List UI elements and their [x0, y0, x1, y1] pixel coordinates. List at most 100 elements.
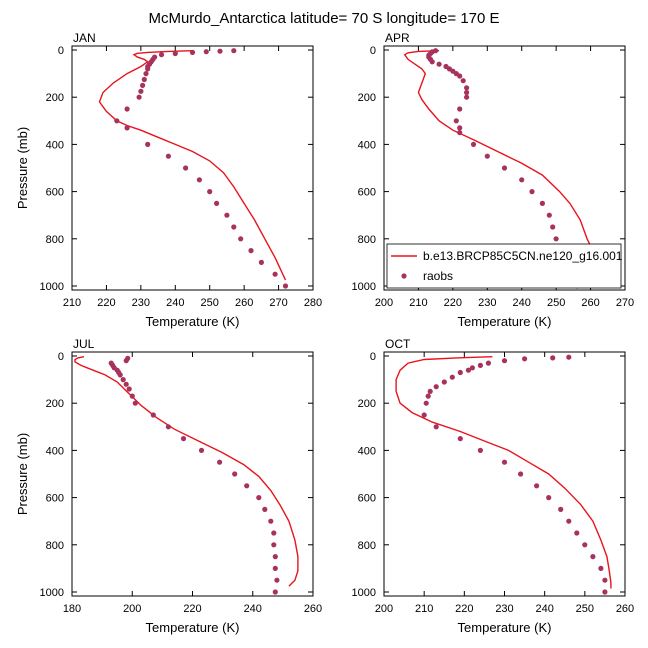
legend-marker-swatch [401, 273, 407, 279]
raobs-point [553, 236, 559, 242]
raobs-point [425, 393, 431, 399]
raobs-point [117, 372, 123, 378]
legend-box [386, 243, 622, 289]
x-tick-label: 230 [478, 297, 496, 309]
raobs-point [120, 377, 126, 383]
y-tick-label: 800 [46, 234, 64, 246]
raobs-point [248, 248, 254, 254]
raobs-point [145, 66, 151, 72]
x-tick-label: 240 [244, 603, 262, 615]
raobs-point [140, 82, 146, 88]
x-tick-label: 270 [269, 297, 287, 309]
raobs-point [224, 212, 230, 218]
plot-frame [383, 45, 626, 291]
y-tick-label: 400 [46, 139, 64, 151]
raobs-point [501, 165, 508, 171]
raobs-point [534, 483, 540, 489]
panel-title: OCT [385, 337, 411, 351]
raobs-point [124, 125, 130, 131]
x-tick-label: 250 [547, 297, 565, 309]
y-tick-label: 400 [358, 445, 376, 457]
y-tick-label: 0 [58, 45, 64, 57]
y-tick-label: 1000 [40, 281, 64, 293]
raobs-point [129, 393, 135, 399]
raobs-point [477, 362, 483, 368]
plot-frame [71, 351, 314, 597]
raobs-point [550, 224, 556, 230]
model-line [403, 50, 605, 280]
raobs-point [469, 365, 475, 371]
y-tick-label: 800 [358, 540, 376, 552]
panel-oct: 200 210 220 230 240 250 260 0 200 400 600 800 1000 OC… [352, 337, 635, 635]
raobs-point [470, 141, 477, 147]
x-tick-label: 210 [409, 297, 427, 309]
raobs-point [217, 48, 223, 54]
raobs-point [449, 374, 455, 380]
raobs-point [183, 165, 189, 171]
x-tick-label: 260 [304, 603, 322, 615]
x-tick-label: 280 [304, 297, 322, 309]
raobs-point [150, 412, 156, 418]
raobs-point [123, 358, 129, 364]
raobs-point [421, 412, 427, 418]
raobs-point [272, 554, 278, 560]
raobs-point [484, 153, 490, 159]
y-tick-label: 600 [46, 493, 64, 505]
x-tick-label: 270 [616, 297, 634, 309]
raobs-point [126, 386, 132, 392]
raobs-point [141, 76, 147, 83]
raobs-point [602, 589, 608, 595]
raobs-point [423, 400, 429, 406]
legend-label: raobs [423, 269, 453, 283]
x-tick-label: 220 [183, 603, 201, 615]
y-tick-label: 200 [46, 92, 64, 104]
raobs-point [460, 78, 466, 84]
raobs-point [272, 565, 278, 572]
raobs-point [203, 49, 209, 55]
y-tick-label: 400 [46, 445, 64, 457]
raobs-point [464, 94, 470, 100]
x-tick-label: 200 [375, 603, 393, 615]
raobs-point [558, 506, 564, 512]
raobs-point [457, 106, 463, 112]
plot-frame [71, 45, 314, 291]
raobs-point [598, 565, 604, 572]
raobs-point [566, 354, 572, 360]
x-tick-label: 240 [166, 297, 184, 309]
x-tick-label: 230 [132, 297, 150, 309]
raobs-point [522, 356, 528, 362]
raobs-point [165, 153, 171, 159]
raobs-point [143, 71, 149, 77]
x-tick-label: 210 [415, 603, 433, 615]
x-tick-label: 260 [581, 297, 599, 309]
x-axis-label: Temperature (K) [146, 620, 240, 635]
raobs-point [138, 88, 144, 94]
raobs-point [231, 224, 237, 230]
y-tick-label: 200 [358, 92, 376, 104]
raobs-point [457, 436, 463, 442]
raobs-point [501, 358, 508, 364]
y-tick-label: 800 [358, 234, 376, 246]
raobs-point [271, 542, 277, 548]
y-tick-label: 400 [358, 139, 376, 151]
raobs-point [457, 369, 463, 376]
y-axis-label: Pressure (mb) [15, 127, 30, 209]
x-axis-label: Temperature (K) [458, 620, 552, 635]
x-tick-label: 250 [201, 297, 219, 309]
x-tick-label: 180 [63, 603, 81, 615]
raobs-point [256, 495, 262, 501]
y-tick-label: 1000 [352, 281, 376, 293]
raobs-point [464, 89, 470, 96]
raobs-point [217, 459, 223, 465]
raobs-point [518, 471, 524, 477]
raobs-point [539, 200, 546, 206]
raobs-point [268, 518, 274, 524]
raobs-point [529, 189, 535, 195]
raobs-point [231, 48, 237, 54]
x-tick-label: 200 [375, 297, 393, 309]
raobs-point [457, 130, 463, 136]
y-axis-label: Pressure (mb) [15, 433, 30, 515]
raobs-point [124, 106, 130, 112]
y-tick-label: 0 [370, 45, 376, 57]
